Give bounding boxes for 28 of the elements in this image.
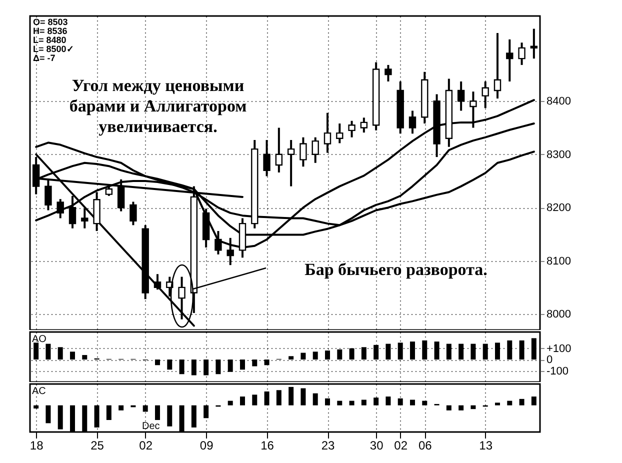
y-tick-label: 8300 <box>546 148 571 161</box>
x-tick-label: 06 <box>418 438 432 452</box>
x-tick-label: 18 <box>30 438 44 452</box>
x-tick-label: 25 <box>90 438 104 452</box>
x-tick-label: 13 <box>479 438 493 452</box>
annotation: L= 8500✓ <box>33 44 74 54</box>
x-tick-label: 16 <box>260 438 274 452</box>
x-tick-label: 02 <box>139 438 153 452</box>
x-tick-label: 02 <box>394 438 408 452</box>
y-tick-label: 8100 <box>546 255 571 268</box>
annotation: Dec <box>142 421 160 432</box>
y-tick-label: 8000 <box>546 308 571 321</box>
annotation: Δ= -7 <box>33 53 56 63</box>
y-tick-label: 8400 <box>546 96 571 108</box>
y-tick-label: 8200 <box>546 202 571 214</box>
annotation: L= 8480 <box>33 35 66 45</box>
annotation: O= 8503 <box>33 17 68 27</box>
annotation: H= 8536 <box>33 26 68 36</box>
chart-title: AC <box>32 386 46 397</box>
annotation: Бар бычьего разворота. <box>304 260 488 279</box>
x-tick-label: 30 <box>370 438 384 452</box>
annotation: Угол между ценовыми барами и Аллигатором увеличивается. <box>69 76 248 136</box>
x-tick-label: 09 <box>200 438 214 452</box>
y-tick-label: 0 <box>546 354 553 366</box>
y-tick-label: +100 <box>546 342 572 355</box>
chart-title: AO <box>32 334 47 345</box>
x-tick-label: 23 <box>321 438 335 452</box>
y-tick-label: -100 <box>546 365 569 378</box>
